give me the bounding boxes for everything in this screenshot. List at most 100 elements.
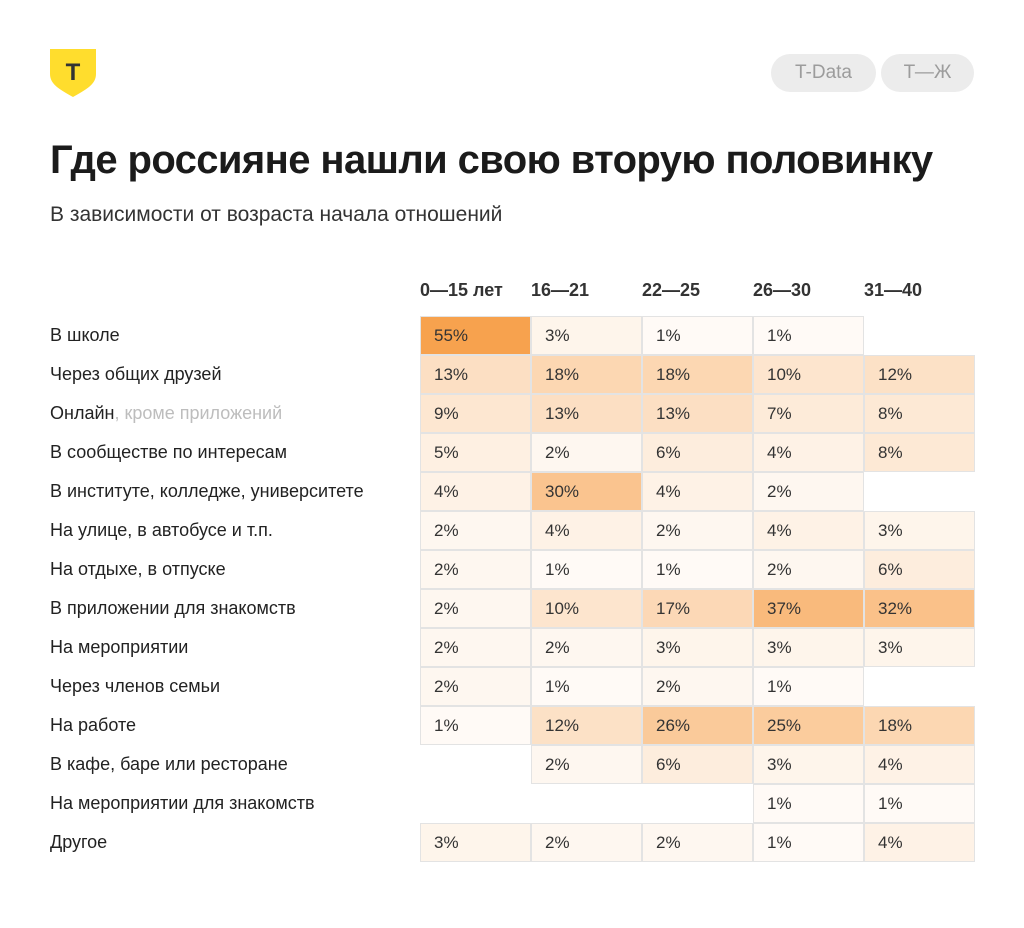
row-label: В институте, колледже, университете — [50, 472, 364, 511]
heatmap-cell: 3% — [753, 628, 864, 667]
row-label-text: На улице, в автобусе и т.п. — [50, 520, 273, 540]
heatmap-cell: 3% — [753, 745, 864, 784]
heatmap-cell: 25% — [753, 706, 864, 745]
heatmap-cell: 6% — [864, 550, 975, 589]
row-label: На улице, в автобусе и т.п. — [50, 511, 273, 550]
heatmap-cell: 18% — [531, 355, 642, 394]
row-label: В школе — [50, 316, 120, 355]
heatmap-cell: 4% — [753, 511, 864, 550]
heatmap-cell: 7% — [753, 394, 864, 433]
heatmap-cell: 1% — [531, 667, 642, 706]
heatmap-cell: 2% — [642, 511, 753, 550]
heatmap-cell: 10% — [531, 589, 642, 628]
row-label-note: , кроме приложений — [114, 403, 283, 423]
heatmap-cell: 3% — [864, 628, 975, 667]
heatmap-cell: 2% — [531, 823, 642, 862]
heatmap-cell: 55% — [420, 316, 531, 355]
row-label: В кафе, баре или ресторане — [50, 745, 288, 784]
heatmap-cell: 4% — [531, 511, 642, 550]
heatmap-cell: 2% — [531, 433, 642, 472]
heatmap-cell: 12% — [531, 706, 642, 745]
chart-title: Где россияне нашли свою вторую половинку — [50, 138, 933, 182]
heatmap-cell: 2% — [642, 823, 753, 862]
heatmap-cell: 2% — [420, 550, 531, 589]
t-logo: Т — [50, 49, 96, 97]
row-label-text: В сообществе по интересам — [50, 442, 287, 462]
t-data-pill[interactable]: T-Data — [771, 54, 876, 92]
heatmap-cell: 2% — [420, 589, 531, 628]
row-label-text: В приложении для знакомств — [50, 598, 296, 618]
column-header: 16—21 — [531, 280, 590, 300]
heatmap-cell: 26% — [642, 706, 753, 745]
row-label: На отдыхе, в отпуске — [50, 550, 226, 589]
heatmap-cell: 2% — [753, 472, 864, 511]
row-label: На мероприятии — [50, 628, 188, 667]
heatmap-cell: 4% — [864, 745, 975, 784]
column-header: 0—15 лет — [420, 280, 503, 300]
heatmap-cell: 8% — [864, 433, 975, 472]
heatmap-cell: 1% — [420, 706, 531, 745]
heatmap-cell: 18% — [864, 706, 975, 745]
row-label-text: На отдыхе, в отпуске — [50, 559, 226, 579]
heatmap-cell: 9% — [420, 394, 531, 433]
column-header: 22—25 — [642, 280, 701, 300]
row-label-text: На мероприятии — [50, 637, 189, 657]
heatmap-cell: 2% — [642, 667, 753, 706]
heatmap-cell: 5% — [420, 433, 531, 472]
logo-letter: Т — [66, 59, 81, 86]
heatmap-cell: 2% — [420, 667, 531, 706]
row-label: На работе — [50, 706, 136, 745]
heatmap-cell: 18% — [642, 355, 753, 394]
row-label-text: Другое — [50, 832, 108, 852]
heatmap-cell: 6% — [642, 745, 753, 784]
heatmap-cell: 2% — [753, 550, 864, 589]
heatmap-cell: 37% — [753, 589, 864, 628]
row-label: В приложении для знакомств — [50, 589, 296, 628]
row-label: Другое — [50, 823, 107, 862]
row-label-text: На мероприятии для знакомств — [50, 793, 315, 813]
heatmap-cell: 13% — [420, 355, 531, 394]
heatmap-cell: 4% — [753, 433, 864, 472]
heatmap-cell: 13% — [531, 394, 642, 433]
heatmap-cell: 1% — [753, 667, 864, 706]
heatmap-cell: 32% — [864, 589, 975, 628]
row-label-text: Через членов семьи — [50, 676, 221, 696]
row-label-text: Онлайн — [50, 403, 115, 423]
row-label: В сообществе по интересам — [50, 433, 287, 472]
row-label-text: На работе — [50, 715, 137, 735]
heatmap-cell: 2% — [531, 628, 642, 667]
heatmap-cell: 4% — [864, 823, 975, 862]
heatmap-cell: 3% — [531, 316, 642, 355]
heatmap-cell: 6% — [642, 433, 753, 472]
heatmap-cell: 8% — [864, 394, 975, 433]
row-label: Через членов семьи — [50, 667, 220, 706]
column-header: 31—40 — [864, 280, 923, 300]
row-label-text: Через общих друзей — [50, 364, 222, 384]
heatmap-cell: 3% — [864, 511, 975, 550]
heatmap-cell: 1% — [864, 784, 975, 823]
chart-subtitle: В зависимости от возраста начала отношен… — [50, 203, 503, 226]
row-label-text: В школе — [50, 325, 120, 345]
row-label: Онлайн, кроме приложений — [50, 394, 282, 433]
heatmap-cell: 3% — [420, 823, 531, 862]
column-header: 26—30 — [753, 280, 812, 300]
heatmap-cell: 4% — [642, 472, 753, 511]
heatmap-cell: 1% — [753, 823, 864, 862]
heatmap-cell: 2% — [420, 511, 531, 550]
heatmap-cell: 10% — [753, 355, 864, 394]
row-label-text: В кафе, баре или ресторане — [50, 754, 288, 774]
heatmap-cell: 1% — [753, 784, 864, 823]
row-label: Через общих друзей — [50, 355, 222, 394]
heatmap-cell: 2% — [531, 745, 642, 784]
heatmap-cell: 17% — [642, 589, 753, 628]
heatmap-cell: 13% — [642, 394, 753, 433]
heatmap-cell: 12% — [864, 355, 975, 394]
heatmap-cell: 1% — [531, 550, 642, 589]
row-label: На мероприятии для знакомств — [50, 784, 315, 823]
heatmap-cell: 1% — [642, 550, 753, 589]
heatmap-cell: 2% — [420, 628, 531, 667]
heatmap-cell: 1% — [642, 316, 753, 355]
t-zh-pill[interactable]: Т—Ж — [881, 54, 974, 92]
heatmap-cell: 1% — [753, 316, 864, 355]
heatmap-cell: 4% — [420, 472, 531, 511]
